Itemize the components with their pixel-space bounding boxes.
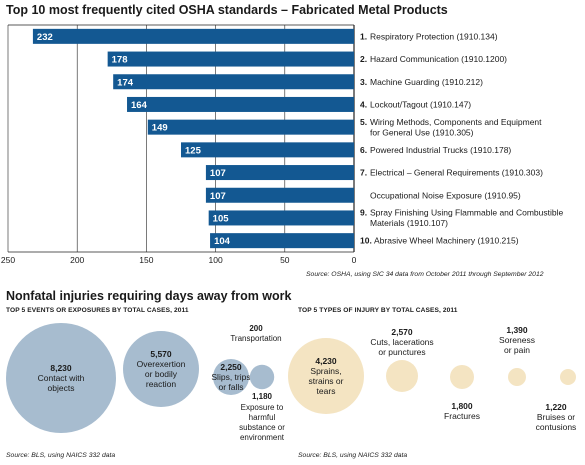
bar-value-label: 107 — [210, 168, 226, 179]
category-number: 9. — [360, 208, 367, 218]
category-number: 7. — [360, 168, 367, 178]
bubble-category-label: substance or — [239, 423, 285, 432]
bar-value-label: 232 — [37, 32, 53, 43]
bubble-category-label: contusions — [536, 422, 577, 432]
bubble-category-label: Overexertion — [137, 359, 186, 369]
bar-value-label: 178 — [112, 55, 128, 66]
category-number: 10. — [360, 236, 372, 246]
bar-chart: 250 200 150 100 50 0 232 1. Respiratory Protecti… — [1, 24, 563, 265]
bubble — [288, 338, 364, 414]
category-label: Abrasive Wheel Machinery (1910.215) — [374, 236, 519, 246]
bar — [127, 96, 354, 112]
bubble-category-label: Exposure to — [241, 403, 284, 412]
bar-value-label: 164 — [131, 100, 148, 111]
types-subtitle: TOP 5 TYPES OF INJURY BY TOTAL CASES, 20… — [298, 307, 458, 314]
bubble-value-label: 2,250 — [220, 362, 242, 372]
category-label: for General Use (1910.305) — [370, 127, 474, 137]
events-source: Source: BLS, using NAICS 332 data — [6, 452, 116, 459]
category-number: 4. — [360, 99, 367, 109]
x-tick-label: 200 — [70, 255, 84, 265]
category-number: 2. — [360, 54, 367, 64]
bar-value-label: 104 — [214, 236, 231, 247]
category-number: 5. — [360, 117, 367, 127]
bubble-value-label: 200 — [249, 324, 263, 333]
bubble-value-label: 2,570 — [391, 327, 413, 337]
bubble-category-label: Soreness — [499, 335, 535, 345]
x-tick-label: 50 — [280, 255, 290, 265]
x-tick-label: 150 — [139, 255, 153, 265]
chart-title: Top 10 most frequently cited OSHA standa… — [6, 3, 448, 17]
bar — [181, 142, 354, 158]
bubble-category-label: Contact with — [38, 373, 85, 383]
category-label: Electrical – General Requirements (1910.… — [370, 168, 543, 178]
bubble-category-label: Fractures — [444, 411, 480, 421]
category-label: Occupational Noise Exposure (1910.95) — [370, 190, 521, 200]
types-source: Source: BLS, using NAICS 332 data — [298, 452, 408, 459]
bar-value-label: 105 — [213, 213, 230, 224]
bar — [205, 187, 354, 203]
category-label: Hazard Communication (1910.1200) — [370, 54, 507, 64]
bubble-category-label: objects — [48, 383, 75, 393]
bubble-category-label: or pain — [504, 345, 530, 355]
bubble — [508, 368, 526, 386]
category-number: 1. — [360, 31, 367, 41]
bubble — [249, 364, 275, 390]
bar-value-label: 107 — [210, 191, 226, 202]
bubble-value-label: 1,180 — [252, 392, 273, 401]
bar-chart-source: Source: OSHA, using SIC 34 data from Oct… — [306, 271, 544, 278]
bar — [113, 74, 355, 90]
bubble-value-label: 5,570 — [150, 349, 172, 359]
bubble-category-label: environment — [240, 433, 285, 442]
category-label: Machine Guarding (1910.212) — [370, 77, 483, 87]
bar — [208, 210, 354, 226]
category-number: 3. — [360, 77, 367, 87]
bubble-category-label: Sprains, — [310, 366, 341, 376]
bar — [107, 51, 354, 67]
bar — [147, 119, 354, 135]
category-label: Spray Finishing Using Flammable and Comb… — [370, 208, 563, 218]
bubble-category-label: Transportation — [230, 334, 281, 343]
bubble — [123, 331, 199, 407]
x-tick-label: 250 — [1, 255, 15, 265]
bubble-value-label: 1,800 — [451, 401, 473, 411]
bubble-value-label: 8,230 — [50, 363, 72, 373]
bubble-category-label: Bruises or — [537, 412, 575, 422]
bubble-category-label: or falls — [218, 382, 243, 392]
category-label: Respiratory Protection (1910.134) — [370, 31, 498, 41]
bar-value-label: 174 — [117, 77, 134, 88]
bubble — [6, 323, 116, 433]
bubble — [213, 359, 249, 395]
x-tick-label: 100 — [209, 255, 223, 265]
category-label: Wiring Methods, Components and Equipment — [370, 117, 542, 127]
bubble — [560, 369, 576, 385]
bar-value-label: 149 — [152, 123, 168, 134]
bubble-category-label: tears — [317, 386, 336, 396]
bar — [210, 233, 354, 249]
bar — [32, 28, 355, 44]
bubble — [450, 365, 474, 389]
bar-value-label: 125 — [185, 145, 202, 156]
bubble-category-label: Cuts, lacerations — [370, 337, 433, 347]
events-subtitle: TOP 5 EVENTS OR EXPOSURES BY TOTAL CASES… — [6, 307, 189, 314]
bubble-category-label: Slips, trips — [211, 372, 250, 382]
bubble-value-label: 1,220 — [545, 402, 567, 412]
bubble — [386, 360, 418, 392]
bubble-category-label: or punctures — [378, 347, 425, 357]
bubble-category-label: or bodily — [145, 369, 178, 379]
section-title: Nonfatal injuries requiring days away fr… — [6, 289, 292, 303]
category-number: 6. — [360, 145, 367, 155]
bubble-category-label: harmful — [249, 413, 276, 422]
bubble-value-label: 4,230 — [315, 356, 337, 366]
category-label: Lockout/Tagout (1910.147) — [370, 99, 471, 109]
category-label: Materials (1910.107) — [370, 218, 448, 228]
bubble-category-label: strains or — [309, 376, 344, 386]
bar — [205, 165, 354, 181]
x-tick-label: 0 — [352, 255, 357, 265]
bubble-value-label: 1,390 — [506, 325, 528, 335]
bubble-category-label: reaction — [146, 379, 177, 389]
category-label: Powered Industrial Trucks (1910.178) — [370, 145, 511, 155]
